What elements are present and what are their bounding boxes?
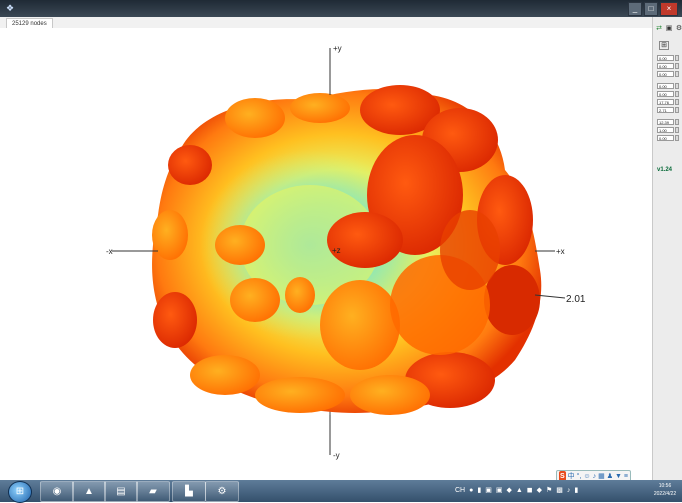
pattern-surface bbox=[152, 85, 542, 415]
window-controls: _ □ × bbox=[628, 2, 678, 16]
windows-start-icon[interactable]: ⊞ bbox=[8, 481, 32, 503]
value-spinner-9[interactable]: 1.00 bbox=[657, 127, 674, 133]
save-icon[interactable]: ▣ bbox=[665, 25, 673, 32]
tray-power-icon[interactable]: ▮ bbox=[574, 487, 579, 494]
spinner-arrow-icon[interactable] bbox=[675, 107, 679, 113]
ime-user-icon[interactable]: ♟ bbox=[606, 473, 613, 480]
spinner-arrow-icon[interactable] bbox=[675, 135, 679, 141]
value-spinner-4[interactable]: 0.00 bbox=[657, 83, 674, 89]
grid-icon[interactable]: ⊞ bbox=[659, 41, 669, 50]
ime-punct-icon[interactable]: °, bbox=[576, 473, 582, 480]
settings-taskbar-icon[interactable]: ⚙ bbox=[205, 481, 239, 502]
axis-label-neg-x: -x bbox=[106, 247, 113, 256]
clock-date: 2022/4/22 bbox=[653, 491, 677, 497]
ime-shirt-icon[interactable]: ▼ bbox=[614, 473, 622, 480]
value-spinner-8[interactable]: 12.39 bbox=[657, 119, 674, 125]
spinner-arrow-icon[interactable] bbox=[675, 71, 679, 77]
refresh-icon[interactable]: ⇄ bbox=[656, 25, 662, 32]
value-spinner-6[interactable]: 17.76 bbox=[657, 99, 674, 105]
value-spinner-5[interactable]: 0.00 bbox=[657, 91, 674, 97]
spinner-arrow-icon[interactable] bbox=[675, 99, 679, 105]
clock-time: 10:56 bbox=[658, 483, 672, 489]
3d-plot-canvas[interactable]: +y -y +x -x +z 2.01 bbox=[0, 28, 652, 480]
spinner-arrow-icon[interactable] bbox=[675, 91, 679, 97]
app-icon: ❖ bbox=[6, 3, 15, 13]
value-spinner-7[interactable]: 2.71 bbox=[657, 107, 674, 113]
chrome-icon[interactable]: ▲ bbox=[72, 481, 106, 502]
app-taskbar-icon[interactable]: ▙ bbox=[172, 481, 206, 502]
axis-label-pos-x: +x bbox=[556, 247, 565, 256]
maximize-button[interactable]: □ bbox=[644, 2, 658, 16]
ime-chinese-icon[interactable]: 中 bbox=[567, 473, 575, 480]
tray-network-icon[interactable]: ▮ bbox=[477, 487, 482, 494]
axis-label-neg-y: -y bbox=[333, 451, 340, 460]
value-spinner-1[interactable]: 0.00 bbox=[657, 55, 674, 61]
folder-icon[interactable]: ▰ bbox=[136, 481, 170, 502]
tray-ime-icon[interactable]: ● bbox=[469, 487, 474, 494]
axis-label-z: +z bbox=[332, 246, 341, 255]
axis-label-pos-y: +y bbox=[333, 44, 342, 53]
ime-emoji-icon[interactable]: ☺ bbox=[583, 473, 591, 480]
tray-app7-icon[interactable]: ▩ bbox=[556, 487, 563, 494]
tab-nodes[interactable]: 25129 nodes bbox=[6, 18, 53, 29]
tray-flag-icon[interactable]: ⚑ bbox=[546, 487, 553, 494]
spinner-arrow-icon[interactable] bbox=[675, 63, 679, 69]
spinner-arrow-icon[interactable] bbox=[675, 83, 679, 89]
taskbar: ⊞ ◉ ▲ ▤ ▰ ▙ ⚙ CH ● ▮ ▣ ▣ ◆ ▲ ◼ ◆ ⚑ ▩ ♪ ▮… bbox=[0, 480, 682, 503]
radiation-pattern-plot: +y -y +x -x +z 2.01 bbox=[106, 44, 586, 460]
clock[interactable]: 10:56 2022/4/22 bbox=[650, 482, 680, 498]
tray-app1-icon[interactable]: ▣ bbox=[485, 487, 492, 494]
tray-app6-icon[interactable]: ◆ bbox=[536, 487, 542, 494]
spinner-arrow-icon[interactable] bbox=[675, 127, 679, 133]
system-tray: CH ● ▮ ▣ ▣ ◆ ▲ ◼ ◆ ⚑ ▩ ♪ ▮ bbox=[455, 484, 578, 498]
tray-app4-icon[interactable]: ▲ bbox=[515, 487, 523, 494]
ime-logo-icon[interactable]: S bbox=[559, 471, 566, 483]
minimize-button[interactable]: _ bbox=[628, 2, 642, 16]
ime-keyboard-icon[interactable]: ▦ bbox=[598, 473, 605, 480]
value-spinner-10[interactable]: 0.00 bbox=[657, 135, 674, 141]
close-button[interactable]: × bbox=[660, 2, 678, 16]
ime-mic-icon[interactable]: ♪ bbox=[592, 473, 597, 480]
spinner-arrow-icon[interactable] bbox=[675, 119, 679, 125]
version-label: v1.24 bbox=[657, 167, 673, 173]
settings-icon[interactable]: ⚙ bbox=[675, 25, 682, 32]
spinner-arrow-icon[interactable] bbox=[675, 55, 679, 61]
media-icon[interactable]: ▤ bbox=[104, 481, 138, 502]
explorer-icon[interactable]: ◉ bbox=[40, 481, 74, 502]
value-spinner-3[interactable]: 0.00 bbox=[657, 71, 674, 77]
tray-app3-icon[interactable]: ◆ bbox=[506, 487, 512, 494]
tray-app2-icon[interactable]: ▣ bbox=[495, 487, 503, 494]
ime-menu-icon[interactable]: ≡ bbox=[623, 473, 629, 480]
language-indicator[interactable]: CH bbox=[455, 487, 466, 494]
tray-volume-icon[interactable]: ♪ bbox=[566, 487, 571, 494]
tray-app5-icon[interactable]: ◼ bbox=[526, 487, 533, 494]
title-bar: ❖ _ □ × bbox=[0, 0, 682, 17]
side-panel: ⇄ ▣ ⚙ ⊞ 0.00 0.00 0.00 0.00 0.00 17.76 2.71 12.… bbox=[652, 17, 682, 480]
value-spinner-2[interactable]: 0.00 bbox=[657, 63, 674, 69]
distance-label: 2.01 bbox=[566, 294, 586, 305]
